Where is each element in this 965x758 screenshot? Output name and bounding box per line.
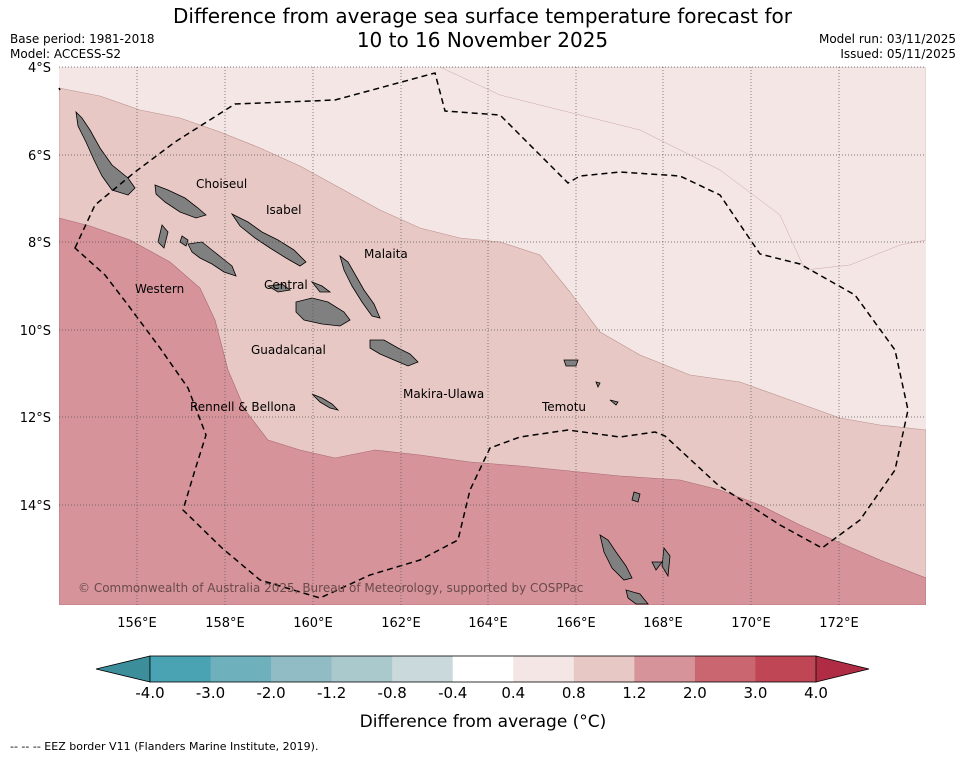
colorbar-tick-label: 4.0 <box>804 684 828 702</box>
land-makira <box>369 339 419 367</box>
land-central-2 <box>310 281 332 293</box>
colorbar-cell <box>392 656 454 682</box>
base-period: Base period: 1981-2018 <box>10 32 155 46</box>
lon-tick: 162°E <box>381 616 421 631</box>
land-vanuatu-1 <box>599 534 633 581</box>
land-central-1 <box>266 283 291 293</box>
graticule <box>59 66 926 605</box>
place-label-temotu: Temotu <box>541 400 586 414</box>
land-choiseul <box>154 184 207 219</box>
land-choiseul-west <box>75 110 136 196</box>
lon-tick: 168°E <box>643 616 683 631</box>
colorbar-tick-label: -0.4 <box>438 684 467 702</box>
land-temotu-3 <box>609 399 619 406</box>
title-line-2: 10 to 16 November 2025 <box>356 28 609 52</box>
colorbar-tick-label: 0.8 <box>562 684 586 702</box>
colorbar-cell <box>573 656 635 682</box>
lat-tick: 10°S <box>20 324 51 339</box>
colorbar-label: Difference from average (°C) <box>360 712 607 732</box>
colorbar-tick-label: -3.0 <box>196 684 225 702</box>
land-isabel <box>230 212 307 267</box>
place-label-central: Central <box>264 278 308 292</box>
land-banks-islands <box>631 491 641 503</box>
model-run-date: Model run: 03/11/2025 <box>818 32 956 46</box>
place-label-western: Western <box>135 282 184 296</box>
lat-tick: 12°S <box>20 411 51 426</box>
lon-tick: 164°E <box>468 616 508 631</box>
anomaly-band-upper <box>439 67 926 271</box>
lat-tick: 8°S <box>28 236 51 251</box>
title-line-1: Difference from average sea surface temp… <box>172 4 792 28</box>
colorbar-frame <box>149 655 817 683</box>
province-labels: Choiseul Isabel Malaita Western Central … <box>135 177 586 414</box>
land-rennell <box>311 393 340 411</box>
lon-tick: 166°E <box>556 616 596 631</box>
colorbar-under-arrow <box>95 655 151 683</box>
lat-tick: 6°S <box>28 149 51 164</box>
colorbar-cell <box>634 656 696 682</box>
land-temotu-2 <box>595 381 601 388</box>
colorbar-cell <box>331 656 393 682</box>
colorbar-over-arrow <box>815 655 870 683</box>
colorbar-tick-label: -1.2 <box>317 684 346 702</box>
colorbar: -4.0 -3.0 -2.0 -1.2 -0.8 -0.4 0.4 0.8 1.2 2.0 3.0 4… <box>95 655 870 702</box>
lat-tick: 4°S <box>28 61 51 76</box>
land-masses <box>75 110 671 605</box>
land-malaita <box>339 254 381 319</box>
land-vanuatu-2 <box>625 589 649 605</box>
lon-tick: 170°E <box>731 616 771 631</box>
copyright-notice: © Commonwealth of Australia 2025, Bureau… <box>78 581 583 595</box>
header-right: Model run: 03/11/2025 Issued: 05/11/2025 <box>819 32 956 62</box>
lon-tick: 160°E <box>293 616 333 631</box>
place-label-guadalcanal: Guadalcanal <box>251 343 326 357</box>
latitude-ticks: 4°S 6°S 8°S 10°S 12°S 14°S <box>20 61 51 514</box>
land-western-2 <box>187 241 237 277</box>
colorbar-cell <box>452 656 514 682</box>
colorbar-tick-label: -2.0 <box>256 684 285 702</box>
model-name: Model: ACCESS-S2 <box>10 47 122 61</box>
longitude-ticks: 156°E 158°E 160°E 162°E 164°E 166°E 168°… <box>117 616 859 631</box>
colorbar-tick-label: 1.2 <box>622 684 646 702</box>
land-guadalcanal <box>295 297 351 327</box>
lat-tick: 14°S <box>20 499 51 514</box>
header-left: Base period: 1981-2018 Model: ACCESS-S2 <box>10 32 155 62</box>
lon-tick: 156°E <box>117 616 157 631</box>
colorbar-cell <box>150 656 212 682</box>
colorbar-cell <box>694 656 756 682</box>
colorbar-tick-label: 2.0 <box>683 684 707 702</box>
land-western-1 <box>157 224 169 249</box>
colorbar-tick-label: 0.4 <box>501 684 525 702</box>
land-temotu-1 <box>563 359 579 367</box>
issued-date: Issued: 05/11/2025 <box>840 47 956 61</box>
map-title: Difference from average sea surface temp… <box>0 4 965 52</box>
place-label-isabel: Isabel <box>266 203 301 217</box>
colorbar-tick-label: -4.0 <box>135 684 164 702</box>
colorbar-tick-label: -0.8 <box>378 684 407 702</box>
sst-anomaly-field <box>59 67 926 605</box>
lon-tick: 158°E <box>205 616 245 631</box>
colorbar-cell <box>210 656 272 682</box>
colorbar-cell <box>513 656 575 682</box>
colorbar-cell <box>271 656 333 682</box>
place-label-rennell-bellona: Rennell & Bellona <box>190 400 296 414</box>
colorbar-cell <box>755 656 817 682</box>
place-label-makira-ulawa: Makira-Ulawa <box>403 387 484 401</box>
land-western-3 <box>179 235 189 247</box>
lon-tick: 172°E <box>819 616 859 631</box>
place-label-choiseul: Choiseul <box>196 177 247 191</box>
colorbar-tick-label: 3.0 <box>744 684 768 702</box>
land-vanuatu-4 <box>651 561 663 571</box>
place-label-malaita: Malaita <box>364 247 408 261</box>
eez-border <box>58 72 909 599</box>
eez-legend-note: -- -- -- EEZ border V11 (Flanders Marine… <box>10 740 319 753</box>
anomaly-band-1.2-2.0 <box>59 217 926 605</box>
